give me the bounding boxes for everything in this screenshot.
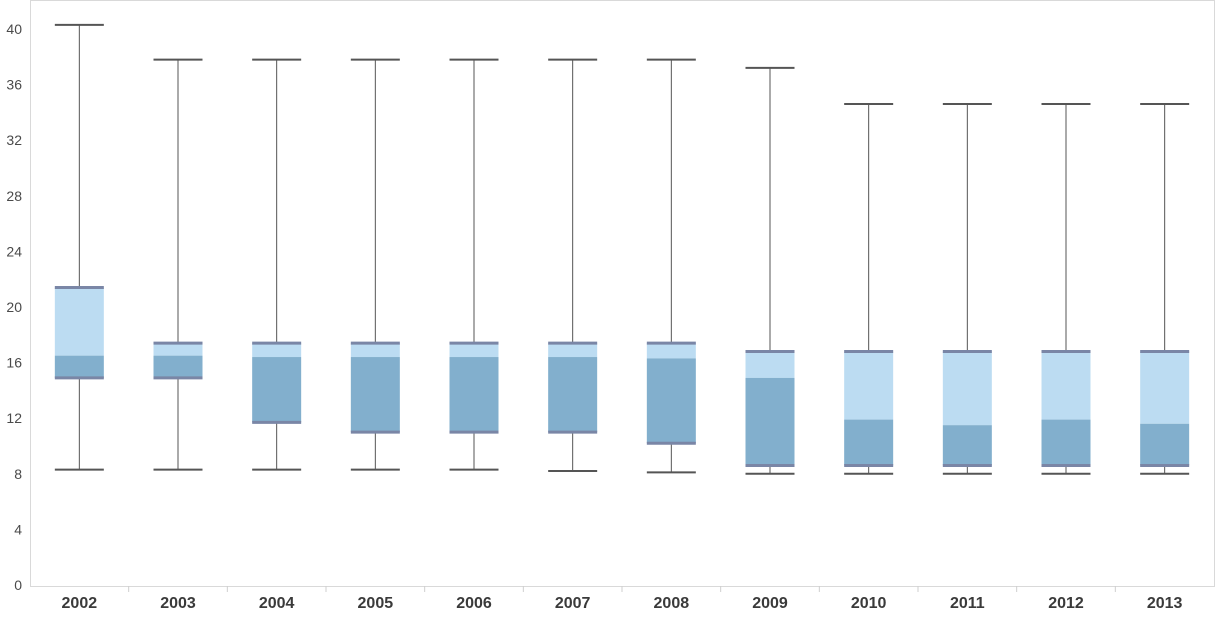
x-tick-label: 2002 [62, 595, 98, 612]
upper-box [1140, 351, 1190, 424]
x-tick-label: 2013 [1147, 595, 1183, 612]
boxes-layer [54, 23, 1190, 475]
x-tick-label: 2009 [752, 595, 788, 612]
x-tick-label: 2004 [259, 595, 295, 612]
upper-box [646, 343, 696, 359]
x-tick-label: 2008 [654, 595, 690, 612]
lower-box [942, 425, 992, 466]
upper-box [548, 343, 598, 358]
box-2006 [449, 58, 499, 471]
box-2009 [745, 66, 795, 475]
lower-box [646, 358, 696, 444]
upper-box [449, 343, 499, 358]
upper-box [1041, 351, 1091, 420]
x-tick-label: 2012 [1048, 595, 1084, 612]
upper-box [844, 351, 894, 420]
x-axis: 2002 2003 2004 2005 2006 2007 2008 2009 2010 2011… [62, 586, 1183, 612]
box-2010 [844, 103, 894, 475]
x-tick-label: 2006 [456, 595, 492, 612]
box-2012 [1041, 103, 1091, 475]
upper-box [153, 343, 203, 356]
y-tick-label: 12 [6, 410, 22, 426]
y-tick-label: 8 [14, 466, 22, 482]
box-2008 [646, 58, 696, 474]
lower-box [1041, 419, 1091, 466]
lower-box [745, 377, 795, 466]
x-tick-label: 2007 [555, 595, 591, 612]
box-2003 [153, 58, 203, 471]
box-2002 [54, 23, 104, 471]
upper-box [745, 351, 795, 378]
box-2007 [548, 58, 598, 473]
box-2011 [942, 103, 992, 475]
lower-box [844, 419, 894, 466]
x-tick-label: 2011 [950, 595, 985, 612]
upper-box [54, 287, 104, 356]
lower-box [449, 357, 499, 433]
y-tick-label: 4 [14, 521, 22, 537]
y-tick-label: 36 [6, 77, 22, 93]
box-2004 [252, 58, 302, 471]
box-2013 [1140, 103, 1190, 475]
y-tick-label: 32 [6, 132, 22, 148]
plot-border [30, 0, 1215, 587]
upper-box [942, 351, 992, 426]
upper-box [252, 343, 302, 358]
lower-box [548, 357, 598, 433]
upper-box [350, 343, 400, 358]
lower-box [54, 355, 104, 378]
lower-box [153, 355, 203, 378]
lower-box [1140, 423, 1190, 466]
lower-box [252, 357, 302, 423]
y-tick-label: 16 [6, 355, 22, 371]
y-tick-label: 40 [6, 21, 22, 37]
lower-box [350, 357, 400, 433]
y-axis: 0 4 8 12 16 20 24 28 32 36 40 [6, 21, 22, 593]
y-tick-label: 20 [6, 299, 22, 315]
y-tick-label: 28 [6, 188, 22, 204]
y-tick-label: 24 [6, 243, 22, 259]
x-tick-label: 2003 [160, 595, 196, 612]
y-tick-label: 0 [14, 577, 22, 593]
box-2005 [350, 58, 400, 471]
x-tick-label: 2010 [851, 595, 887, 612]
x-tick-label: 2005 [358, 595, 394, 612]
